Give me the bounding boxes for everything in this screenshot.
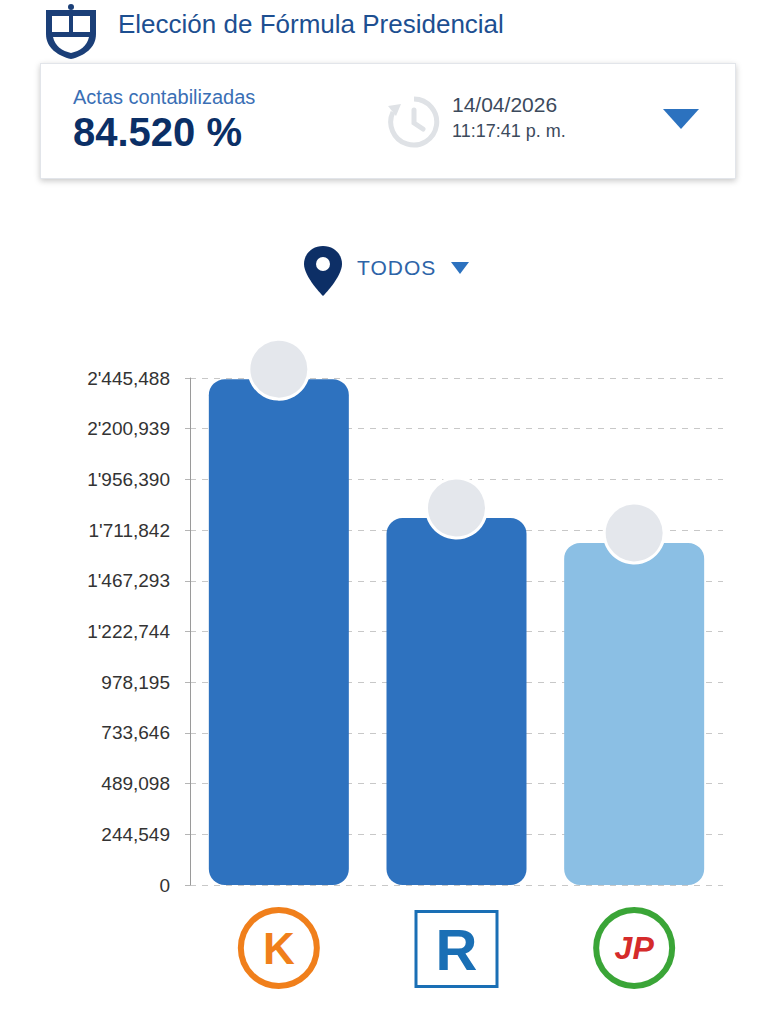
svg-text:1'222,744: 1'222,744 <box>87 621 170 642</box>
svg-text:2'445,488: 2'445,488 <box>87 368 170 389</box>
svg-text:0: 0 <box>159 875 170 896</box>
svg-text:1'711,842: 1'711,842 <box>89 520 170 541</box>
html-text:14/04/2026: 14/04/2026 <box>452 93 558 116</box>
svg-text:733,646: 733,646 <box>101 722 170 743</box>
svg-text:1'956,390: 1'956,390 <box>87 469 170 490</box>
svg-text:K: K <box>263 924 295 973</box>
html-text:84.520 %: 84.520 % <box>73 110 242 154</box>
svg-text:489,098: 489,098 <box>101 773 170 794</box>
svg-text:244,549: 244,549 <box>101 824 170 845</box>
html-text:11:17:41 p. m.: 11:17:41 p. m. <box>452 121 566 141</box>
svg-text:978,195: 978,195 <box>101 672 170 693</box>
svg-text:JP: JP <box>615 930 655 966</box>
svg-text:1'467,293: 1'467,293 <box>87 570 170 591</box>
html-text:Elección de Fórmula Presidenci: Elección de Fórmula Presidencial <box>118 9 504 39</box>
html-text:TODOS: TODOS <box>357 256 437 279</box>
html-text:Actas contabilizadas: Actas contabilizadas <box>73 86 256 108</box>
svg-text:R: R <box>436 917 478 982</box>
svg-text:2'200,939: 2'200,939 <box>87 418 170 439</box>
